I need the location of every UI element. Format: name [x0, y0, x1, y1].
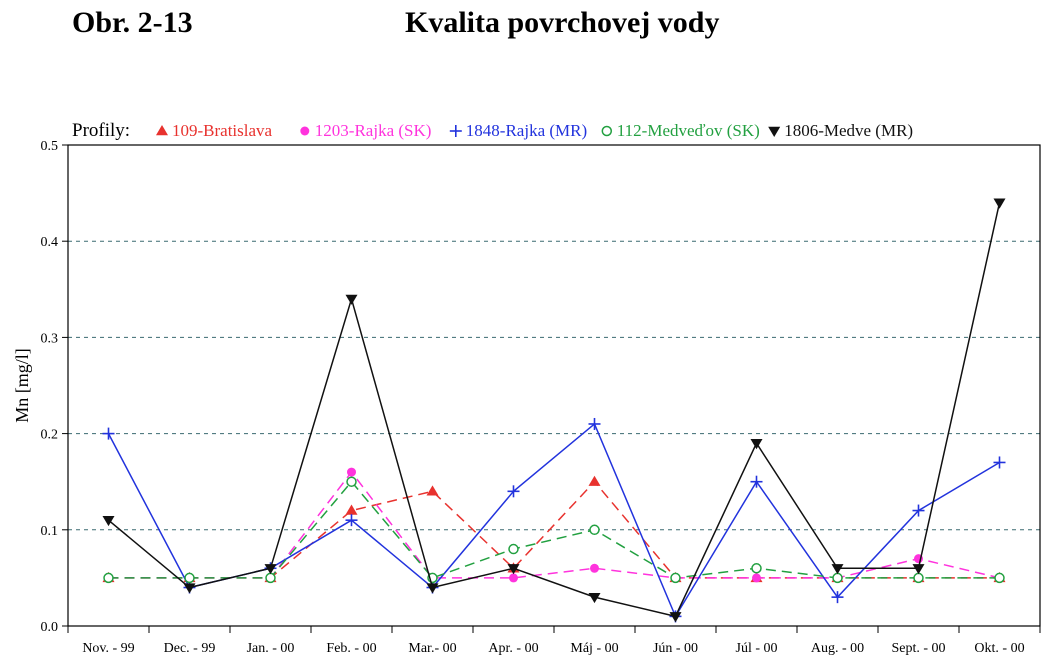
- data-point: [750, 475, 763, 488]
- data-point: [345, 514, 358, 527]
- data-point: [994, 572, 1005, 584]
- data-point: [588, 417, 601, 430]
- data-point: [426, 485, 439, 496]
- x-tick-label: Jún - 00: [653, 641, 698, 656]
- data-point: [832, 572, 843, 584]
- legend-title: Profily:: [72, 120, 130, 141]
- data-point: [751, 563, 762, 574]
- y-tick-label: 0.0: [41, 620, 59, 635]
- x-tick-label: Dec. - 99: [164, 641, 216, 656]
- data-point: [912, 504, 925, 517]
- x-tick-label: Aug. - 00: [811, 641, 864, 656]
- data-point: [508, 543, 519, 555]
- series-2: [102, 417, 1006, 623]
- legend-entry: 112-Medveďov (SK): [617, 121, 760, 140]
- x-tick-label: Sept. - 00: [891, 641, 945, 656]
- y-tick-label: 0.2: [41, 428, 59, 443]
- x-tick-label: Nov. - 99: [82, 641, 134, 656]
- data-point: [912, 564, 925, 575]
- y-axis-label: Mn [mg/l]: [12, 348, 32, 423]
- figure-label: Obr. 2-13: [72, 6, 193, 39]
- axes: 0.0 0.1 0.2 0.3 0.4 0.5 Nov. - 99 Dec. - 99 Jan.…: [12, 139, 1041, 656]
- data-point: [265, 572, 276, 584]
- data-point: [913, 572, 924, 584]
- series-0: [102, 475, 1006, 583]
- legend-marker: [449, 125, 462, 137]
- legend-entry: 1806-Medve (MR): [784, 121, 913, 140]
- chart-title: Kvalita povrchovej vody: [405, 6, 720, 39]
- x-tick-label: Okt. - 00: [974, 641, 1024, 656]
- legend-marker: [156, 125, 168, 136]
- x-tick-label: Júl - 00: [736, 641, 778, 656]
- y-tick-label: 0.4: [41, 235, 59, 250]
- legend-marker: [768, 126, 781, 137]
- data-point: [589, 524, 600, 536]
- series-4: [102, 198, 1006, 623]
- data-point: [509, 573, 518, 583]
- data-point: [345, 504, 358, 515]
- x-tick-label: Feb. - 00: [326, 641, 376, 656]
- data-point: [993, 456, 1006, 469]
- series-line-4: [108, 202, 1001, 618]
- plot-frame: [67, 144, 1041, 627]
- data-point: [102, 427, 115, 440]
- series-layer: [102, 198, 1006, 623]
- series-line-0: [108, 480, 1000, 579]
- y-tick-label: 0.3: [41, 331, 59, 346]
- data-point: [346, 476, 357, 487]
- legend-entry: 1848-Rajka (MR): [466, 121, 587, 140]
- x-tick-label: Máj - 00: [570, 641, 618, 656]
- data-point: [102, 515, 115, 527]
- data-point: [588, 592, 601, 604]
- legend: Profily: 109-Bratislava 1203-Rajka (SK) 184…: [72, 120, 913, 141]
- data-point: [347, 467, 356, 477]
- legend-marker: [300, 126, 310, 136]
- legend-entry: 109-Bratislava: [172, 121, 273, 140]
- legend-entry: 1203-Rajka (SK): [315, 121, 432, 140]
- data-point: [750, 439, 763, 450]
- data-point: [669, 612, 682, 623]
- y-tick-label: 0.1: [41, 524, 59, 539]
- data-point: [426, 583, 439, 594]
- data-point: [184, 572, 195, 584]
- y-tick-label: 0.5: [41, 139, 59, 154]
- series-line-2: [107, 422, 1000, 619]
- data-point: [590, 563, 599, 573]
- series-3: [103, 476, 1005, 584]
- data-point: [670, 572, 681, 584]
- x-tick-label: Jan. - 00: [247, 641, 295, 656]
- legend-marker: [601, 125, 613, 137]
- series-line-3: [108, 480, 1000, 579]
- data-point: [588, 475, 601, 486]
- data-point: [507, 564, 520, 575]
- data-point: [752, 573, 761, 583]
- data-point: [264, 564, 277, 575]
- data-point: [993, 198, 1006, 209]
- grid-lines: [68, 240, 1040, 531]
- data-point: [831, 564, 844, 575]
- data-point: [507, 485, 520, 498]
- data-point: [831, 591, 844, 604]
- x-tick-label: Mar.- 00: [408, 641, 456, 656]
- data-point: [345, 294, 358, 305]
- data-point: [183, 583, 196, 594]
- x-tick-label: Apr. - 00: [488, 641, 538, 656]
- data-point: [103, 572, 114, 584]
